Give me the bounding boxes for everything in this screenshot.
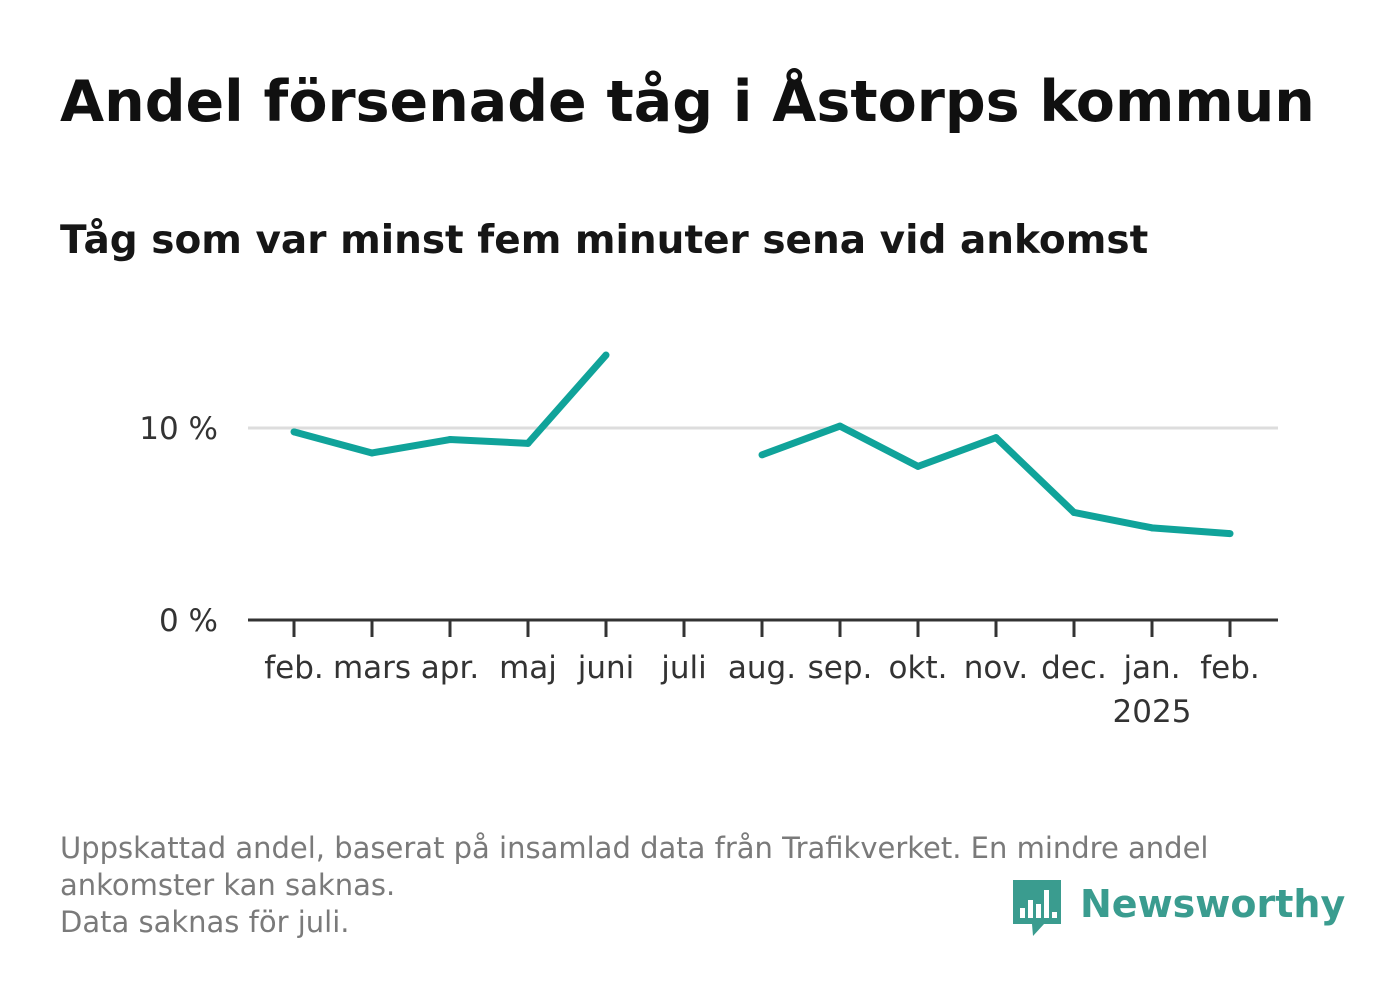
data-point <box>368 449 376 457</box>
newsworthy-logo: Newsworthy <box>1011 878 1345 940</box>
data-point <box>602 351 610 359</box>
data-point <box>1148 524 1156 532</box>
data-point <box>1226 530 1234 538</box>
chart-title: Andel försenade tåg i Åstorps kommun <box>60 69 1315 135</box>
x-tick-label: jan. <box>1122 650 1180 686</box>
x-tick-label: sep. <box>808 650 873 686</box>
footnote-line-1: Uppskattad andel, baserat på insamlad da… <box>60 831 1209 865</box>
data-point <box>524 439 532 447</box>
x-year-label: 2025 <box>1113 694 1192 730</box>
x-tick-label: nov. <box>964 650 1028 686</box>
x-tick-label: juli <box>660 650 707 686</box>
data-point <box>914 462 922 470</box>
x-tick-label: mars <box>333 650 411 686</box>
data-point <box>446 436 454 444</box>
y-tick-label: 10 % <box>139 411 218 447</box>
x-tick-label: dec. <box>1041 650 1107 686</box>
data-point <box>992 434 1000 442</box>
data-point <box>1070 508 1078 516</box>
chart-subtitle: Tåg som var minst fem minuter sena vid a… <box>60 218 1149 263</box>
x-tick-label: maj <box>499 650 557 686</box>
x-axis <box>248 618 1278 637</box>
footnote: Uppskattad andel, baserat på insamlad da… <box>60 830 1310 941</box>
x-tick-label: apr. <box>421 650 479 686</box>
data-point <box>836 422 844 430</box>
x-tick-labels: feb. mars apr. maj juni juli aug. sep. okt. nov. d… <box>264 650 1260 730</box>
footnote-line-3: Data saknas för juli. <box>60 905 350 939</box>
y-tick-labels: 0 % 10 % <box>139 411 218 639</box>
logo-text: Newsworthy <box>1080 882 1346 926</box>
x-tick-label: feb. <box>264 650 324 686</box>
series-line-segment <box>760 422 1231 538</box>
y-tick-label: 0 % <box>159 603 218 639</box>
x-tick-label: feb. <box>1200 650 1260 686</box>
x-tick-label: okt. <box>889 650 948 686</box>
newsworthy-bar-chart-icon <box>1013 880 1061 936</box>
x-tick-label: aug. <box>728 650 796 686</box>
x-tick-label: juni <box>577 650 635 686</box>
data-point <box>290 428 298 436</box>
series-lines <box>290 351 1234 538</box>
data-point <box>758 451 766 459</box>
footnote-line-2: ankomster kan saknas. <box>60 868 396 902</box>
line-chart: 0 %10 % feb. mars apr. maj juni juli aug. sep. o… <box>139 351 1278 730</box>
